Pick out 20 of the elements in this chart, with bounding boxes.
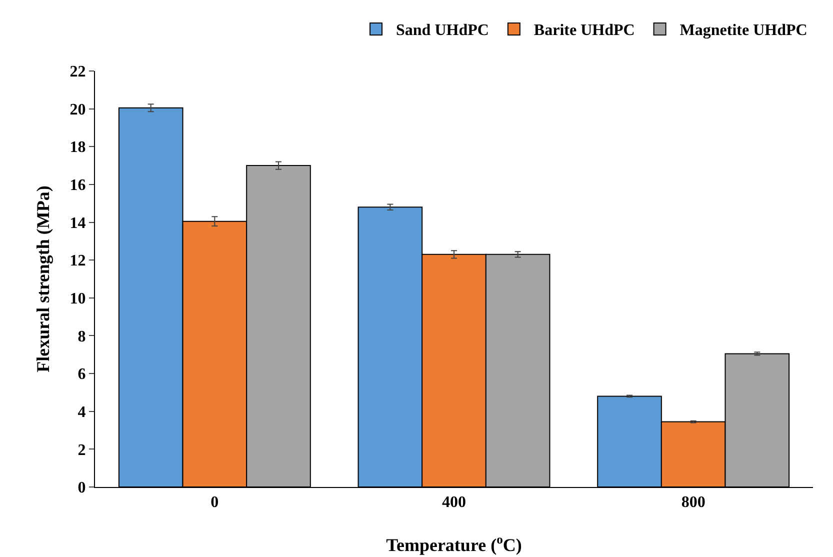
y-tick-label: 16 bbox=[70, 177, 86, 194]
y-tick-label: 0 bbox=[78, 480, 86, 497]
y-tick-label: 12 bbox=[70, 252, 86, 270]
x-tick-label: 400 bbox=[442, 494, 466, 512]
y-tick-label: 18 bbox=[70, 139, 86, 156]
x-tick-label: 800 bbox=[681, 494, 706, 512]
y-axis-title: Flexural strength (MPa) bbox=[33, 186, 53, 372]
y-tick-label: 10 bbox=[70, 290, 86, 308]
legend-label: Sand UHdPC bbox=[396, 22, 489, 40]
x-tick-label: 0 bbox=[210, 494, 219, 512]
y-tick-label: 8 bbox=[78, 328, 86, 346]
legend-label: Barite UHdPC bbox=[534, 22, 635, 40]
y-tick-label: 2 bbox=[78, 442, 86, 459]
y-tick-label: 4 bbox=[78, 404, 86, 421]
y-tick-label: 22 bbox=[70, 64, 86, 81]
y-tick-label: 14 bbox=[70, 214, 86, 232]
x-axis-title: Temperature ($^{o}$C) bbox=[386, 532, 522, 555]
y-tick-label: 6 bbox=[78, 366, 86, 384]
y-tick-label: 20 bbox=[70, 101, 86, 118]
legend-label: Magnetite UHdPC bbox=[680, 22, 808, 40]
